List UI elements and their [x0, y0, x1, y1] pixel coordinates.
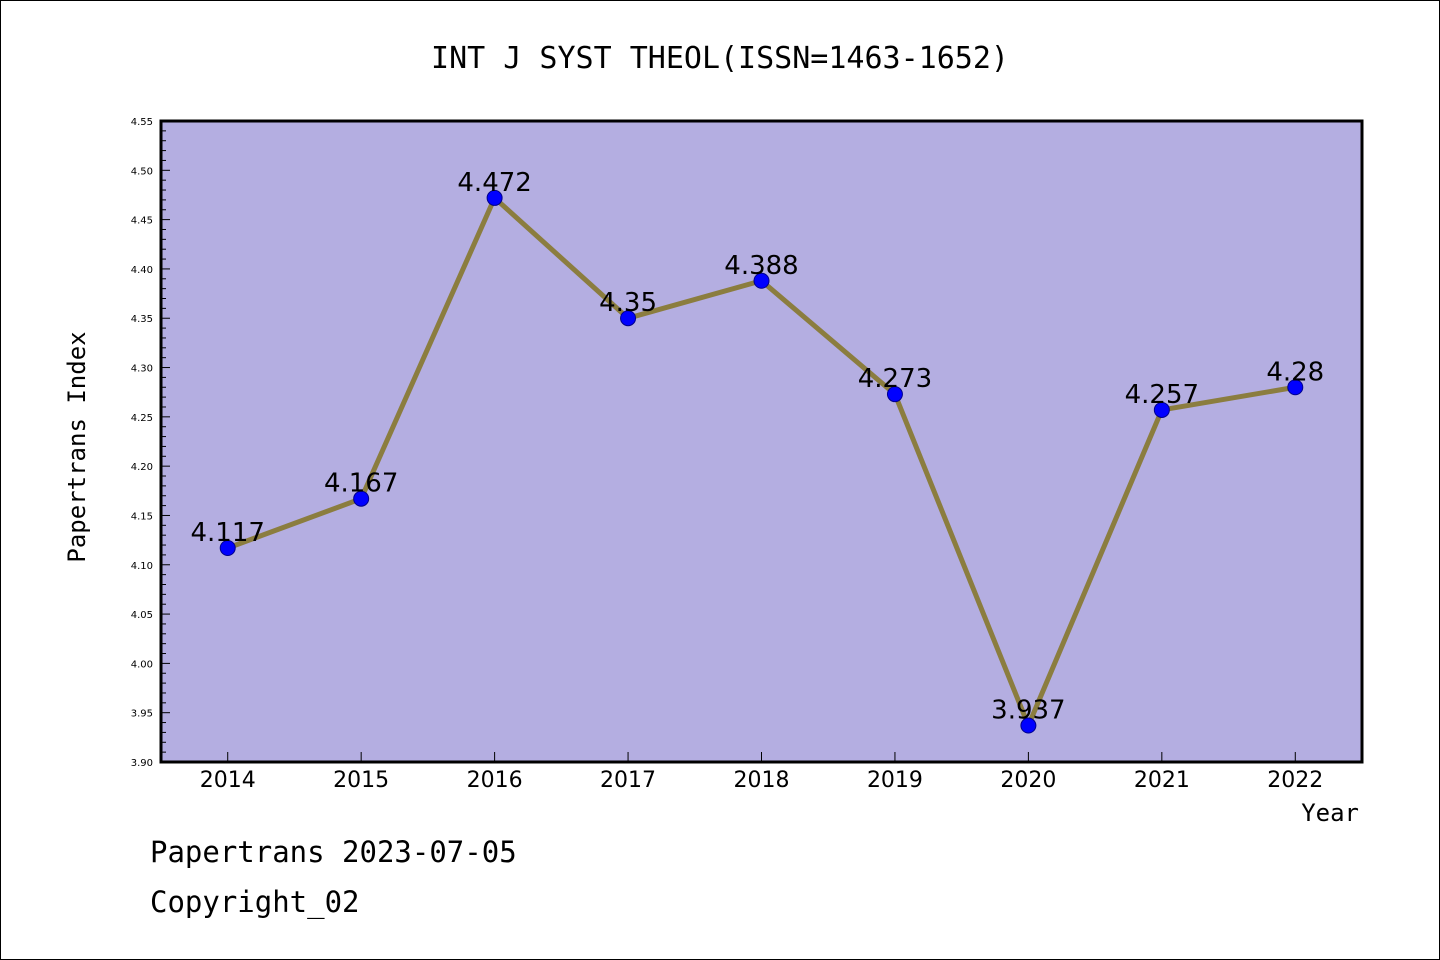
data-point-marker	[753, 272, 770, 289]
data-point-marker	[219, 540, 236, 557]
plot-area	[161, 121, 1362, 762]
y-tick-label: 4.55	[131, 117, 153, 128]
y-tick-label: 4.10	[131, 561, 153, 572]
x-axis-title: Year	[1301, 799, 1359, 827]
x-tick-label: 2020	[1000, 768, 1056, 793]
y-tick-label: 4.50	[131, 166, 153, 177]
x-tick-label: 2021	[1134, 768, 1190, 793]
data-label: 4.257	[1125, 380, 1199, 410]
data-point-marker	[1287, 379, 1304, 396]
x-tick-label: 2016	[467, 768, 523, 793]
x-tick-label: 2015	[333, 768, 389, 793]
x-tick-label: 2019	[867, 768, 923, 793]
data-point-marker	[620, 310, 637, 327]
chart-title: INT J SYST THEOL(ISSN=1463-1652)	[431, 41, 1009, 76]
data-label: 4.167	[324, 469, 398, 499]
y-tick-label: 4.00	[131, 659, 153, 670]
data-label: 4.28	[1266, 357, 1324, 387]
data-markers	[219, 189, 1304, 734]
data-label: 4.472	[457, 168, 531, 198]
y-axis-title: Papertrans Index	[63, 331, 91, 562]
data-label: 4.273	[858, 364, 932, 394]
x-tick-label: 2022	[1267, 768, 1323, 793]
data-labels: 4.117 4.167 4.472 4.35 4.388 4.273 3.937 4.257 4…	[191, 168, 1325, 726]
x-tick-label: 2014	[200, 768, 256, 793]
data-point-marker	[1153, 401, 1170, 418]
y-tick-label: 3.95	[131, 709, 153, 720]
y-tick-label: 4.15	[131, 511, 153, 522]
data-point-marker	[1020, 717, 1037, 734]
data-point-marker	[486, 189, 503, 206]
footer-date-text: Papertrans 2023-07-05	[150, 835, 517, 869]
x-tick-label: 2018	[734, 768, 790, 793]
plot-border	[159, 119, 1364, 764]
y-tick-label: 4.35	[131, 314, 153, 325]
y-tick-label: 4.05	[131, 610, 153, 621]
x-axis-ticks: 2014 2015 2016 2017 2018 2019 2020 2021 2022	[200, 752, 1323, 793]
y-tick-label: 4.40	[131, 265, 153, 276]
y-tick-label: 4.30	[131, 364, 153, 375]
footer-copyright-text: Copyright_02	[150, 885, 360, 919]
y-tick-label: 4.45	[131, 216, 153, 227]
data-point-marker	[353, 490, 370, 507]
data-label: 3.937	[991, 696, 1065, 726]
data-point-marker	[886, 386, 903, 403]
data-label: 4.388	[724, 251, 798, 281]
data-label: 4.117	[191, 518, 265, 548]
y-tick-label: 4.20	[131, 462, 153, 473]
y-tick-label: 3.90	[131, 758, 153, 769]
x-tick-label: 2017	[600, 768, 656, 793]
y-tick-label: 4.25	[131, 413, 153, 424]
data-label: 4.35	[599, 288, 657, 318]
y-axis-ticks: 3.90 3.95 4.00 4.05 4.10 4.15 4.20 4.25 4.30 4.35…	[131, 117, 170, 769]
